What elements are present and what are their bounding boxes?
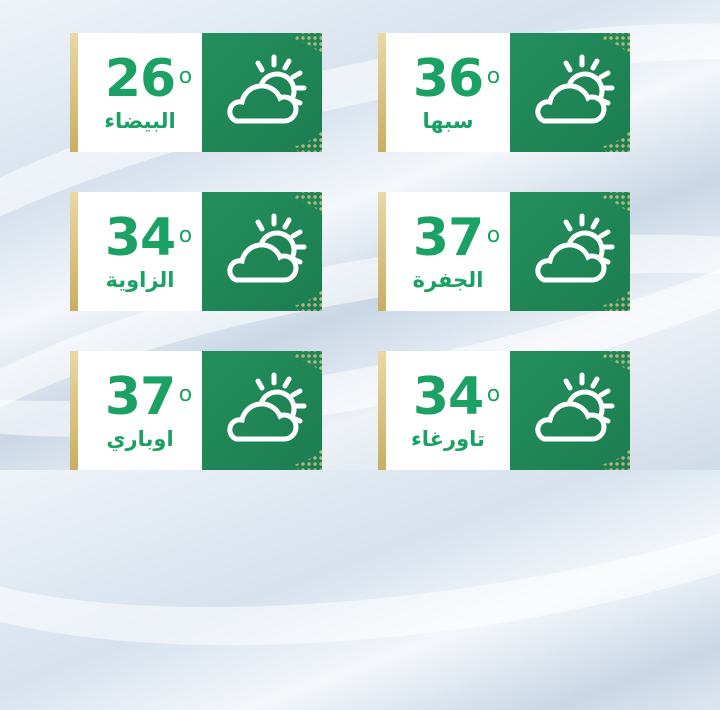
temperature-value: 34 o <box>105 212 192 264</box>
degree-symbol: o <box>178 381 193 407</box>
partly-cloudy-icon <box>216 369 308 453</box>
temperature-panel: 37 o اوباري <box>78 351 202 470</box>
city-name: اوباري <box>106 426 174 451</box>
temperature-number: 34 <box>104 207 176 268</box>
icon-panel <box>202 33 322 152</box>
city-name: الجفرة <box>412 267 484 292</box>
degree-symbol: o <box>178 63 193 89</box>
city-name: البيضاء <box>104 108 176 133</box>
icon-panel <box>510 33 630 152</box>
degree-symbol: o <box>486 63 501 89</box>
weather-card: 37 o الجفرة <box>378 192 630 311</box>
gold-accent-bar <box>70 192 78 311</box>
partly-cloudy-icon <box>524 51 616 135</box>
partly-cloudy-icon <box>216 51 308 135</box>
temperature-panel: 34 o تاورغاء <box>386 351 510 470</box>
temperature-panel: 37 o الجفرة <box>386 192 510 311</box>
temperature-number: 34 <box>412 366 484 427</box>
partly-cloudy-icon <box>216 210 308 294</box>
icon-panel <box>510 192 630 311</box>
degree-symbol: o <box>178 222 193 248</box>
city-name: سبها <box>422 108 474 133</box>
gold-accent-bar <box>70 351 78 470</box>
temperature-number: 36 <box>412 48 484 109</box>
gold-accent-bar <box>70 33 78 152</box>
gold-accent-bar <box>378 351 386 470</box>
weather-card: 26 o البيضاء <box>70 33 322 152</box>
temperature-panel: 26 o البيضاء <box>78 33 202 152</box>
partly-cloudy-icon <box>524 210 616 294</box>
temperature-number: 37 <box>412 207 484 268</box>
temperature-value: 34 o <box>413 371 500 423</box>
city-name: تاورغاء <box>411 426 485 451</box>
temperature-value: 37 o <box>105 371 192 423</box>
icon-panel <box>510 351 630 470</box>
degree-symbol: o <box>486 222 501 248</box>
temperature-value: 26 o <box>105 53 192 105</box>
temperature-value: 36 o <box>413 53 500 105</box>
temperature-panel: 36 o سبها <box>386 33 510 152</box>
weather-card: 37 o اوباري <box>70 351 322 470</box>
weather-card: 36 o سبها <box>378 33 630 152</box>
weather-card: 34 o تاورغاء <box>378 351 630 470</box>
city-name: الزاوية <box>105 267 175 292</box>
weather-card: 34 o الزاوية <box>70 192 322 311</box>
partly-cloudy-icon <box>524 369 616 453</box>
degree-symbol: o <box>486 381 501 407</box>
gold-accent-bar <box>378 192 386 311</box>
gold-accent-bar <box>378 33 386 152</box>
icon-panel <box>202 351 322 470</box>
temperature-panel: 34 o الزاوية <box>78 192 202 311</box>
temperature-number: 37 <box>104 366 176 427</box>
temperature-value: 37 o <box>413 212 500 264</box>
temperature-number: 26 <box>104 48 176 109</box>
icon-panel <box>202 192 322 311</box>
